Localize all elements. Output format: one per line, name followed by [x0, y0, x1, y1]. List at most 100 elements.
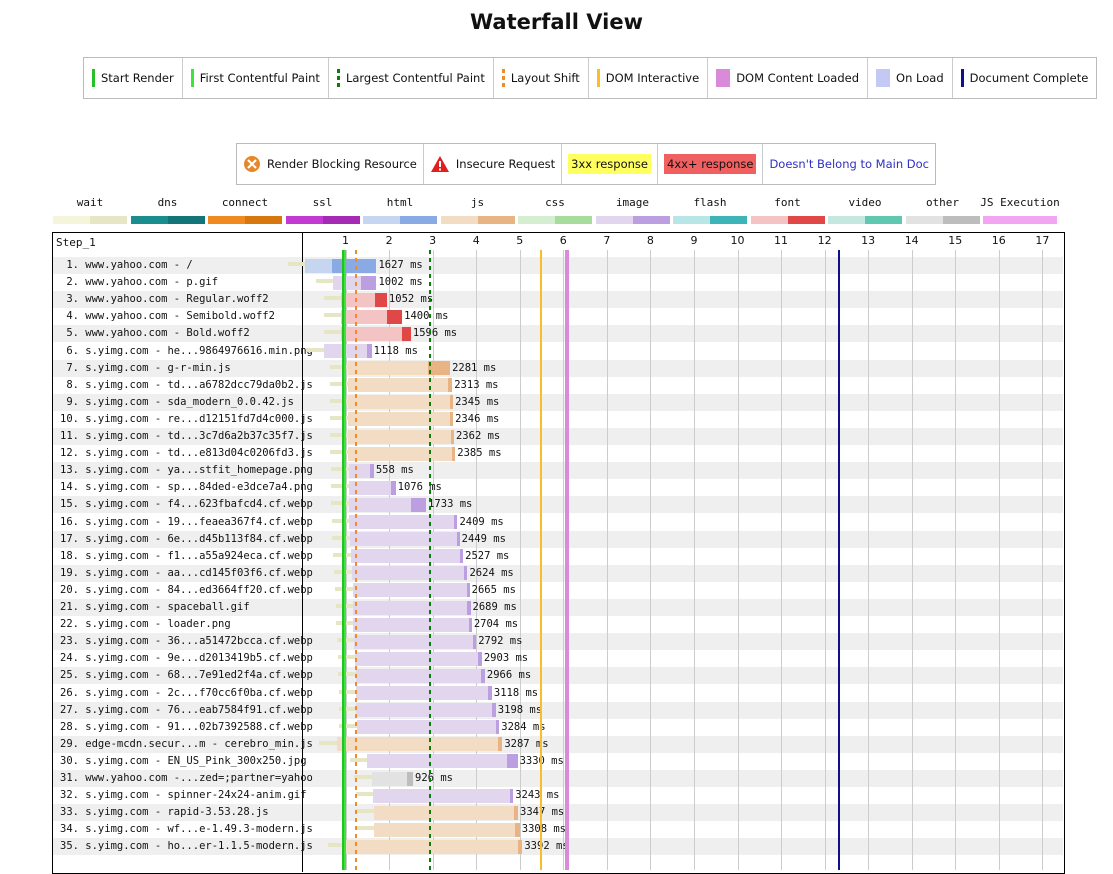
gridline-14	[911, 250, 913, 870]
request-label[interactable]: 19. s.yimg.com - aa...cd145f03f6.cf.webp	[60, 566, 313, 579]
request-duration: 3308 ms	[521, 823, 567, 836]
request-light-segment	[373, 805, 515, 820]
request-label[interactable]: 4. www.yahoo.com - Semibold.woff2	[60, 310, 275, 323]
request-light-segment	[356, 720, 496, 735]
tick-label-6: 6	[559, 234, 567, 247]
request-label[interactable]: 17. s.yimg.com - 6e...d45b113f84.cf.webp	[60, 532, 313, 545]
request-duration: 2346 ms	[455, 412, 500, 425]
request-label[interactable]: 13. s.yimg.com - ya...stfit_homepage.png	[60, 464, 313, 477]
document-complete-label: Document Complete	[969, 71, 1089, 85]
request-label[interactable]: 27. s.yimg.com - 76...eab7584f91.cf.webp	[60, 703, 313, 716]
request-label[interactable]: 18. s.yimg.com - f1...a55a924eca.cf.webp	[60, 549, 313, 562]
type-swatch-connect	[208, 216, 282, 224]
request-light-segment	[347, 395, 451, 410]
request-dark-segment	[464, 566, 468, 581]
wait-segment	[355, 792, 373, 797]
tick-label-3: 3	[429, 234, 437, 247]
request-label[interactable]: 6. s.yimg.com - he...9864976616.min.png	[60, 344, 313, 357]
3xx-response-label: 3xx response	[568, 154, 651, 174]
request-dark-segment	[468, 617, 472, 632]
request-label[interactable]: 34. s.yimg.com - wf...e-1.49.3-modern.js	[60, 823, 313, 836]
step-label: Step_1	[56, 236, 96, 249]
row-stripe	[53, 428, 1063, 445]
dom-interactive-marker	[596, 69, 600, 87]
type-swatch-other	[905, 216, 980, 224]
swatch-light	[828, 216, 865, 224]
request-label[interactable]: 12. s.yimg.com - td...e813d04c0206fd3.js	[60, 447, 313, 460]
request-dark-segment	[452, 446, 456, 461]
legend-render-blocking-resource: Render Blocking Resource	[237, 144, 423, 184]
swatch-dark	[167, 216, 205, 224]
request-label[interactable]: 30. s.yimg.com - EN_US_Pink_300x250.jpg	[60, 754, 307, 767]
request-label[interactable]: 15. s.yimg.com - f4...623fbafcd4.cf.webp	[60, 498, 313, 511]
request-label[interactable]: 22. s.yimg.com - loader.png	[60, 618, 231, 631]
row-stripe	[53, 838, 1063, 856]
event-legend: Start Render First Contentful Paint Larges…	[83, 57, 1098, 99]
request-dark-segment	[514, 805, 518, 820]
type-swatch-ssl	[285, 216, 360, 224]
tick-label-12: 12	[817, 234, 832, 247]
request-label[interactable]: 32. s.yimg.com - spinner-24x24-anim.gif	[60, 789, 307, 802]
legend-doesn-t-belong-to-main-doc: Doesn't Belong to Main Doc	[762, 144, 935, 184]
tick-label-2: 2	[385, 234, 393, 247]
type-label-flash: flash	[693, 196, 727, 209]
wait-segment	[330, 381, 348, 386]
on-load-marker	[876, 69, 891, 87]
request-label[interactable]: 33. s.yimg.com - rapid-3.53.28.js	[60, 806, 269, 819]
request-label[interactable]: 35. s.yimg.com - ho...er-1.1.5-modern.js	[60, 840, 313, 853]
gridline-15	[955, 250, 957, 870]
request-light-segment	[348, 463, 371, 478]
gridline-10	[737, 250, 739, 870]
request-label[interactable]: 3. www.yahoo.com - Regular.woff2	[60, 293, 269, 306]
request-light-segment	[345, 839, 519, 854]
largest-contentful-paint-label: Largest Contentful Paint	[345, 71, 485, 85]
tick-label-15: 15	[948, 234, 963, 247]
request-label[interactable]: 25. s.yimg.com - 68...7e91ed2f4a.cf.webp	[60, 669, 313, 682]
request-label[interactable]: 1. www.yahoo.com - /	[60, 259, 193, 271]
first-contentful-paint-marker	[190, 69, 194, 87]
request-light-segment	[341, 326, 403, 341]
gridline-7	[606, 250, 608, 870]
type-swatch-html	[363, 216, 437, 224]
request-duration: 3284 ms	[501, 720, 546, 733]
row-stripe	[53, 701, 1063, 719]
row-stripe	[53, 393, 1063, 411]
request-label[interactable]: 26. s.yimg.com - 2c...f70cc6f0ba.cf.webp	[60, 686, 313, 699]
request-light-segment	[349, 515, 455, 529]
request-label[interactable]: 20. s.yimg.com - 84...ed3664ff20.cf.webp	[60, 583, 313, 596]
request-label[interactable]: 5. www.yahoo.com - Bold.woff2	[60, 327, 250, 340]
event-line-layout-shift	[355, 250, 358, 870]
request-dark-segment	[515, 822, 520, 837]
request-label[interactable]: 28. s.yimg.com - 91...02b7392588.cf.webp	[60, 720, 313, 733]
warning-icon	[430, 155, 450, 173]
tick-label-9: 9	[690, 234, 698, 247]
request-label[interactable]: 23. s.yimg.com - 36...a51472bcca.cf.webp	[60, 635, 313, 648]
request-label[interactable]: 24. s.yimg.com - 9e...d2013419b5.cf.webp	[60, 652, 313, 665]
request-label[interactable]: 11. s.yimg.com - td...3c7d6a2b37c35f7.js	[60, 430, 313, 442]
request-label[interactable]: 29. edge-mcdn.secur...m - cerebro_min.js	[60, 737, 313, 750]
request-light-segment	[332, 275, 362, 290]
request-label[interactable]: 14. s.yimg.com - sp...84ded-e3dce7a4.png	[60, 481, 313, 494]
request-label[interactable]: 9. s.yimg.com - sda_modern_0.0.42.js	[60, 395, 294, 408]
request-label[interactable]: 7. s.yimg.com - g-r-min.js	[60, 361, 231, 374]
request-dark-segment	[472, 634, 477, 649]
gridline-6	[563, 250, 565, 870]
request-label[interactable]: 2. www.yahoo.com - p.gif	[60, 276, 219, 289]
request-dark-segment	[361, 275, 377, 290]
request-duration: 2792 ms	[478, 635, 523, 648]
swatch-dark	[1020, 216, 1057, 224]
request-label[interactable]: 21. s.yimg.com - spaceball.gif	[60, 601, 250, 613]
on-load-label: On Load	[896, 71, 944, 85]
request-dark-segment	[450, 395, 454, 410]
wait-segment	[330, 450, 348, 455]
swatch-light	[983, 216, 1020, 224]
request-label[interactable]: 10. s.yimg.com - re...d12151fd7d4c000.js	[60, 412, 313, 425]
request-label[interactable]: 8. s.yimg.com - td...a6782dcc79da0b2.js	[60, 378, 313, 391]
request-label[interactable]: 31. www.yahoo.com -...zed=;partner=yahoo	[60, 772, 313, 784]
row-stripe	[53, 564, 1063, 582]
request-label[interactable]: 16. s.yimg.com - 19...feaea367f4.cf.webp	[60, 515, 313, 528]
request-dark-segment	[454, 515, 458, 529]
page-title: Waterfall View	[470, 10, 643, 34]
wait-segment	[339, 706, 357, 711]
wait-segment	[356, 826, 375, 831]
